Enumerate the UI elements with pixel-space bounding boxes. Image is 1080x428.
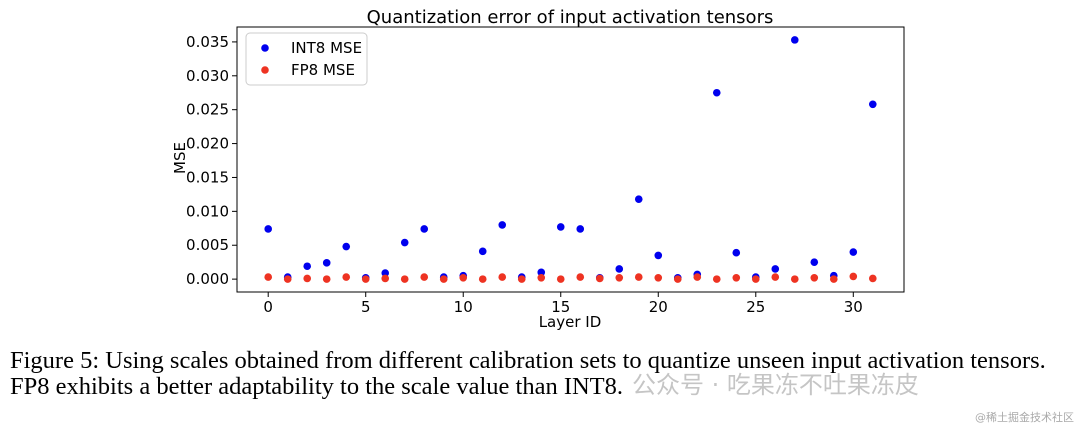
data-point [556, 275, 565, 283]
data-point [303, 262, 312, 271]
data-point [303, 274, 312, 283]
data-point [790, 275, 799, 283]
y-tick-label: 0.015 [186, 168, 229, 186]
x-tick-label: 5 [361, 298, 371, 316]
data-point [654, 273, 663, 282]
data-point [790, 36, 799, 44]
data-point [381, 274, 390, 283]
data-point [849, 248, 858, 256]
data-point [576, 273, 585, 281]
data-point [634, 273, 643, 281]
data-point [868, 274, 877, 283]
y-tick-label: 0.005 [186, 236, 229, 254]
data-point [381, 269, 390, 277]
data-point [342, 242, 351, 251]
x-axis-label: Layer ID [539, 313, 602, 331]
data-point [478, 247, 487, 256]
data-point [264, 225, 273, 233]
data-point [849, 272, 858, 281]
y-tick-label: 0.025 [186, 101, 229, 119]
data-point [810, 258, 819, 266]
data-point [732, 248, 741, 257]
scatter-chart: Quantization error of input activation t… [171, 7, 905, 331]
axes: 0 5 10 15 20 25 30 0.000 0.005 0.010 0.015 0.020 0.0… [186, 26, 905, 316]
data-point [264, 273, 273, 281]
data-point [771, 265, 780, 273]
data-point [459, 273, 468, 282]
y-tick-label: 0.035 [186, 33, 229, 51]
figure-caption: Figure 5: Using scales obtained from dif… [10, 347, 1046, 400]
data-point [829, 275, 838, 283]
y-tick-label: 0.010 [186, 202, 229, 220]
data-point [673, 275, 682, 283]
data-point [576, 225, 585, 233]
credit-text: @稀土掘金技术社区 [975, 411, 1074, 424]
data-point [751, 275, 760, 283]
x-tick-label: 0 [263, 298, 273, 316]
data-point [537, 268, 546, 277]
data-point [595, 274, 604, 283]
data-point [771, 273, 780, 281]
data-point [712, 275, 721, 283]
data-point [517, 275, 526, 283]
data-point [361, 275, 370, 283]
legend-marker [261, 66, 269, 74]
x-tick-label: 10 [454, 298, 473, 316]
data-point [420, 225, 429, 233]
data-point [420, 273, 429, 281]
x-tick-label: 30 [844, 298, 863, 316]
data-point [322, 259, 331, 267]
legend-label: INT8 MSE [291, 39, 362, 57]
legend-marker [261, 44, 269, 52]
data-points [264, 36, 877, 283]
data-point [868, 100, 877, 109]
data-point [634, 195, 643, 203]
data-point [693, 273, 702, 281]
data-point [615, 265, 624, 273]
legend-label: FP8 MSE [291, 61, 355, 79]
data-point [342, 273, 351, 281]
y-tick-label: 0.030 [186, 67, 229, 85]
series-fp8 [264, 272, 877, 283]
x-tick-label: 15 [551, 298, 570, 316]
data-point [810, 273, 819, 282]
data-point [537, 273, 546, 282]
y-tick-label: 0.000 [186, 270, 229, 288]
chart-title: Quantization error of input activation t… [367, 7, 774, 28]
data-point [732, 273, 741, 282]
data-point [400, 275, 409, 283]
y-axis-label: MSE [171, 142, 189, 174]
data-point [478, 275, 487, 283]
y-tick-label: 0.020 [186, 135, 229, 153]
data-point [615, 273, 624, 282]
data-point [283, 275, 292, 283]
data-point [498, 221, 507, 229]
data-point [498, 273, 507, 281]
data-point [712, 88, 721, 97]
watermark-text: 公众号 · 吃果冻不吐果冻皮 [632, 371, 919, 399]
legend-box [245, 32, 368, 86]
data-point [439, 275, 448, 283]
x-tick-label: 20 [649, 298, 668, 316]
data-point [322, 275, 331, 283]
data-point [556, 223, 565, 231]
plot-frame [236, 26, 905, 293]
legend: INT8 MSE FP8 MSE [245, 32, 368, 86]
x-tick-label: 25 [746, 298, 765, 316]
data-point [654, 251, 663, 260]
data-point [400, 238, 409, 247]
